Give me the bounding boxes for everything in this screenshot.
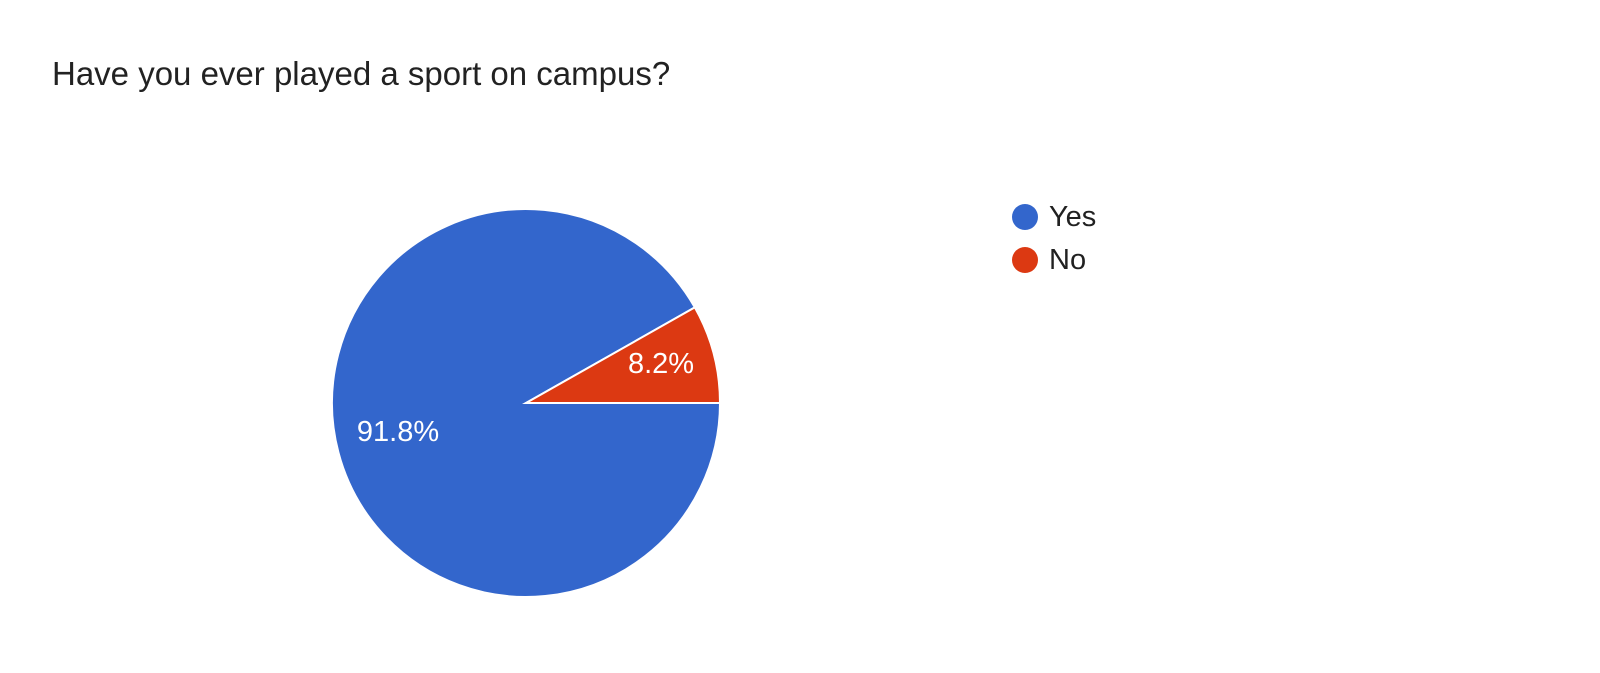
svg-text:8.2%: 8.2%: [628, 348, 694, 380]
svg-text:Yes: Yes: [1049, 201, 1096, 233]
svg-text:91.8%: 91.8%: [357, 416, 439, 448]
svg-text:No: No: [1049, 244, 1086, 276]
